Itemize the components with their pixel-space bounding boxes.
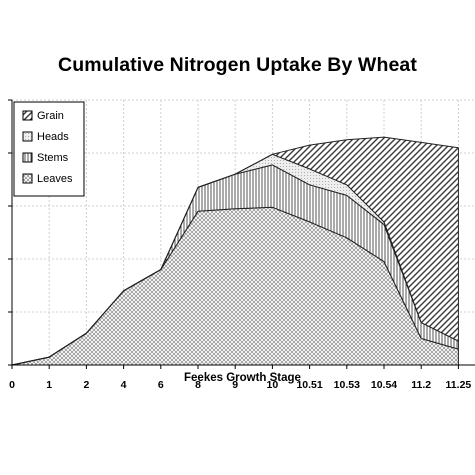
chart-title: Cumulative Nitrogen Uptake By Wheat [58, 54, 417, 76]
x-tick-label: 1 [46, 379, 52, 391]
x-tick-label: 11.2 [411, 379, 431, 391]
x-tick-label: 9 [232, 379, 238, 391]
legend-label: Grain [37, 110, 64, 122]
legend: Grain Heads Stems Leaves [13, 101, 85, 197]
legend-label: Leaves [37, 173, 73, 185]
legend-item-grain: Grain [22, 110, 64, 122]
x-tick-label: 11.25 [446, 379, 472, 391]
axes: 0 1 2 4 6 8 9 10 10.51 10.53 10.54 11.2 11.25 [8, 99, 475, 391]
legend-item-stems: Stems [22, 152, 69, 164]
x-tick-label: 10.53 [334, 379, 360, 391]
x-tick-label: 10.51 [296, 379, 322, 391]
legend-item-heads: Heads [22, 131, 69, 143]
x-tick-label: 6 [158, 379, 164, 391]
x-axis-label: Feekes Growth Stage [184, 372, 301, 384]
x-tick-label: 0 [9, 379, 15, 391]
legend-swatch [22, 173, 33, 184]
legend-swatch [22, 131, 33, 142]
area-grain [11, 136, 459, 366]
legend-swatch [22, 152, 33, 163]
legend-swatch [22, 110, 33, 121]
x-tick-label: 8 [195, 379, 201, 391]
x-tick-label: 4 [121, 379, 127, 391]
x-tick-label: 10 [267, 379, 279, 391]
legend-label: Heads [37, 131, 69, 143]
legend-item-leaves: Leaves [22, 173, 73, 185]
legend-label: Stems [37, 152, 69, 164]
x-tick-label: 10.54 [371, 379, 397, 391]
x-tick-label: 2 [83, 379, 89, 391]
